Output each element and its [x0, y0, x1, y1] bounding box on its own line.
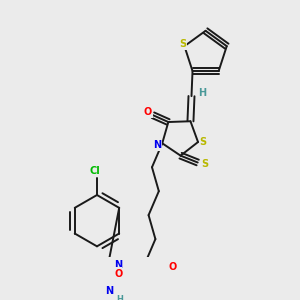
Text: S: S — [201, 159, 208, 169]
Text: Cl: Cl — [90, 166, 101, 176]
Text: N: N — [114, 260, 122, 270]
Text: O: O — [115, 269, 123, 279]
Text: H: H — [198, 88, 206, 98]
Text: H: H — [116, 295, 123, 300]
Text: S: S — [179, 39, 186, 50]
Text: O: O — [144, 107, 152, 117]
Text: N: N — [153, 140, 161, 150]
Text: O: O — [168, 262, 177, 272]
Text: H: H — [114, 268, 121, 277]
Text: N: N — [105, 286, 113, 296]
Text: S: S — [200, 137, 207, 147]
